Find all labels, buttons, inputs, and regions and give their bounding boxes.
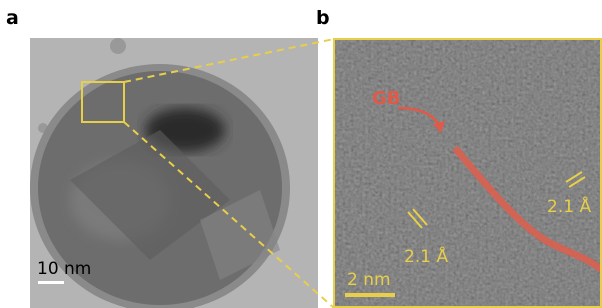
tem-image-b: GB 2.1 Å 2.1 Å 2 nm (334, 39, 602, 308)
scale-bar-label: 2 nm (347, 270, 391, 290)
spacing-label: 2.1 Å (547, 195, 591, 217)
page: {"panels": [ {"label": "a", "scale_bar":… (0, 0, 602, 308)
spacing-label: 2.1 Å (404, 245, 448, 267)
scale-bar-label: 10 nm (37, 259, 91, 279)
gb-label: GB (372, 88, 401, 109)
figure: a b 10 nm GB 2.1 Å 2.1 Å 2 nm (0, 0, 602, 308)
panel-label: a (6, 7, 19, 29)
tem-image-a: 10 nm (30, 38, 318, 308)
panel-label: b (316, 7, 330, 29)
